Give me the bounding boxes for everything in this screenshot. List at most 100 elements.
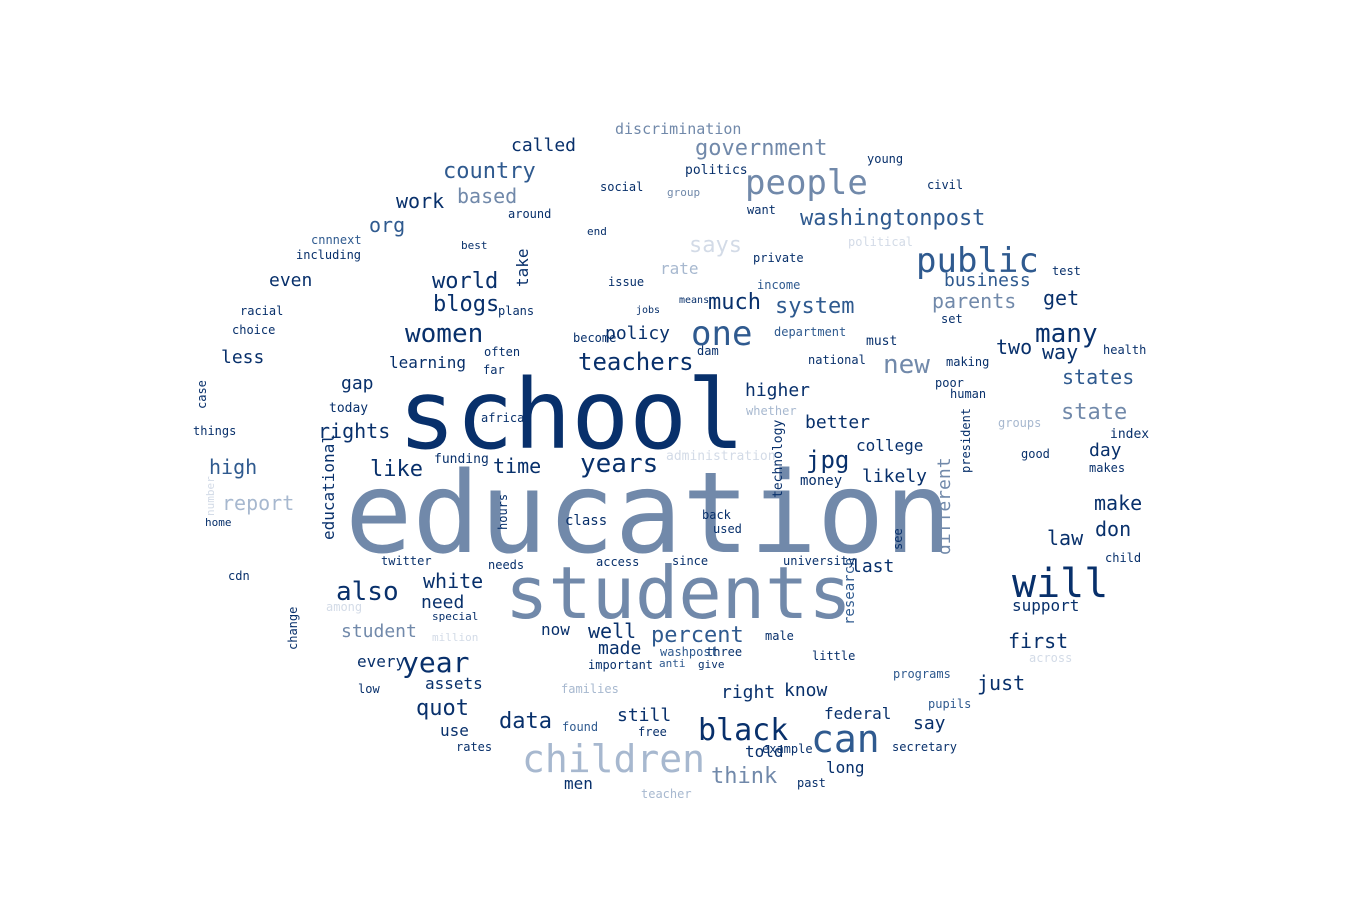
cloud-word-across: across (1029, 651, 1072, 665)
cloud-word-students: students (505, 551, 852, 635)
cloud-word-today: today (329, 401, 368, 416)
cloud-word-know: know (784, 680, 828, 701)
cloud-word-just: just (977, 671, 1025, 695)
cloud-word-right: right (721, 682, 775, 703)
cloud-word-time: time (493, 454, 541, 478)
cloud-word-political: political (848, 235, 913, 249)
cloud-word-gap: gap (341, 373, 374, 394)
cloud-word-learning: learning (389, 353, 466, 372)
cloud-word-student: student (341, 621, 417, 642)
cloud-word-likely: likely (862, 466, 927, 487)
cloud-word-washingtonpost: washingtonpost (800, 206, 985, 231)
cloud-word-world: world (432, 269, 498, 294)
cloud-word-don: don (1095, 517, 1131, 541)
cloud-word-many: many (1035, 319, 1098, 349)
cloud-word-state: state (1061, 400, 1127, 425)
cloud-word-teachers: teachers (578, 348, 694, 376)
cloud-word-assets: assets (425, 674, 483, 693)
cloud-word-index: index (1110, 427, 1149, 442)
cloud-word-income: income (757, 278, 800, 292)
cloud-word-including: including (296, 248, 361, 262)
cloud-word-far: far (483, 363, 505, 377)
cloud-word-rights: rights (318, 419, 390, 443)
cloud-word-change: change (286, 607, 300, 650)
cloud-word-better: better (805, 412, 870, 433)
cloud-word-federal: federal (824, 704, 891, 723)
cloud-word-quot: quot (416, 696, 469, 721)
cloud-word-dam: dam (697, 344, 719, 358)
cloud-word-see: see (891, 528, 905, 550)
cloud-word-last: last (851, 556, 894, 577)
cloud-word-think: think (711, 764, 777, 789)
cloud-word-technology: technology (771, 420, 786, 498)
cloud-word-well: well (588, 619, 636, 643)
cloud-word-school: school (398, 359, 745, 471)
cloud-word-states: states (1062, 365, 1134, 389)
cloud-word-business: business (944, 270, 1031, 291)
cloud-word-first: first (1008, 629, 1068, 653)
cloud-word-politics: politics (685, 163, 748, 178)
cloud-word-male: male (765, 629, 794, 643)
cloud-word-making: making (946, 355, 989, 369)
cloud-word-system: system (775, 294, 854, 319)
cloud-word-pupils: pupils (928, 697, 971, 711)
cloud-word-national: national (808, 353, 866, 367)
cloud-word-women: women (405, 319, 483, 349)
cloud-word-needs: needs (488, 558, 524, 572)
cloud-word-important: important (588, 658, 653, 672)
cloud-word-org: org (369, 213, 405, 237)
cloud-word-around: around (508, 207, 551, 221)
cloud-word-blogs: blogs (433, 292, 499, 317)
cloud-word-issue: issue (608, 275, 644, 289)
cloud-word-two: two (996, 335, 1032, 359)
cloud-word-since: since (672, 554, 708, 568)
cloud-word-says: says (689, 233, 742, 258)
cloud-word-number: number (204, 476, 217, 516)
cloud-word-africa: africa (481, 411, 524, 425)
cloud-word-public: public (916, 241, 1039, 281)
cloud-word-children: children (522, 737, 705, 781)
cloud-word-home: home (205, 516, 232, 529)
cloud-word-people: people (745, 163, 868, 203)
cloud-word-programs: programs (893, 667, 951, 681)
cloud-word-men: men (564, 774, 593, 793)
cloud-word-group: group (667, 186, 700, 199)
cloud-word-high: high (209, 455, 257, 479)
cloud-word-access: access (596, 555, 639, 569)
cloud-word-best: best (461, 239, 488, 252)
cloud-word-made: made (598, 638, 641, 659)
cloud-word-like: like (370, 457, 423, 482)
cloud-word-often: often (484, 345, 520, 359)
cloud-word-means: means (679, 295, 709, 306)
cloud-word-want: want (747, 203, 776, 217)
cloud-word-day: day (1089, 440, 1122, 461)
cloud-word-administration: administration (666, 449, 776, 464)
cloud-word-even: even (269, 270, 312, 291)
cloud-word-educational: educational (319, 434, 338, 540)
cloud-word-take: take (513, 248, 532, 287)
cloud-word-secretary: secretary (892, 740, 957, 754)
cloud-word-white: white (423, 569, 483, 593)
cloud-word-poor: poor (935, 376, 964, 390)
cloud-word-low: low (358, 682, 380, 696)
cloud-word-rates: rates (456, 740, 492, 754)
cloud-word-racial: racial (240, 304, 283, 318)
cloud-word-work: work (396, 189, 444, 213)
cloud-word-report: report (222, 491, 294, 515)
cloud-word-give: give (698, 658, 725, 671)
cloud-word-used: used (713, 522, 742, 536)
cloud-word-say: say (913, 713, 946, 734)
cloud-word-support: support (1012, 596, 1079, 615)
cloud-word-based: based (457, 184, 517, 208)
cloud-word-million: million (432, 631, 478, 644)
cloud-word-cdn: cdn (228, 569, 250, 583)
cloud-word-young: young (867, 152, 903, 166)
cloud-word-data: data (499, 709, 552, 734)
cloud-word-rate: rate (660, 259, 699, 278)
cloud-word-make: make (1094, 491, 1142, 515)
cloud-word-one: one (691, 314, 752, 354)
cloud-word-will: will (1012, 561, 1108, 607)
cloud-word-whether: whether (746, 404, 797, 418)
cloud-word-can: can (811, 717, 880, 761)
cloud-word-private: private (753, 251, 804, 265)
